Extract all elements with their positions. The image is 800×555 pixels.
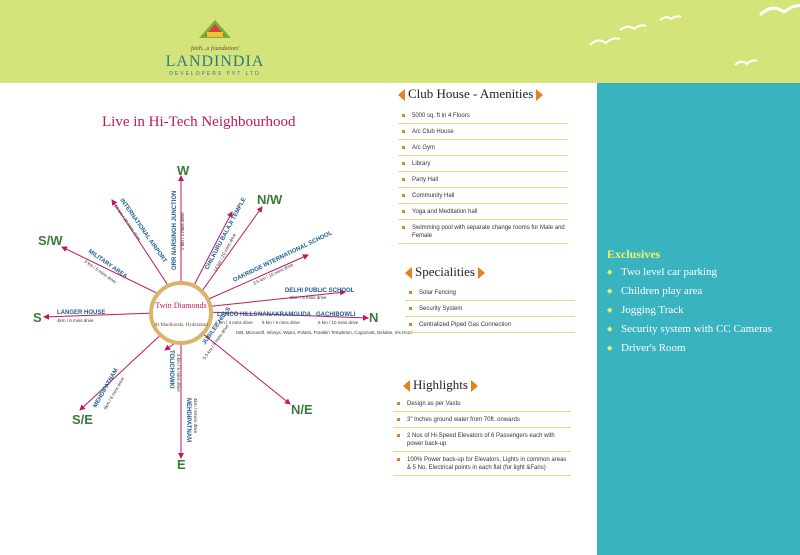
- dir-e: E: [177, 457, 186, 472]
- arrow-right-icon: [536, 89, 544, 102]
- specialities-list: Solar Fencing Security System Centralize…: [405, 285, 575, 333]
- dist-mehdipatnam-e: 4km / 6mins drive: [193, 398, 198, 434]
- arrow-left-icon: [398, 89, 405, 102]
- arrow-right-icon: [470, 380, 478, 393]
- exclusives-panel: [597, 83, 800, 555]
- list-item: Library: [398, 156, 568, 172]
- list-item: A/c Club House: [398, 124, 568, 140]
- center-ring: [149, 281, 213, 345]
- list-item: Security System: [405, 301, 575, 317]
- logo-tagline: faith...a foundation!: [191, 46, 239, 52]
- dir-sw: S/W: [38, 233, 63, 248]
- place-nanakramguda: NANAKRAMGUDA: [258, 312, 312, 318]
- list-item: Two level car parking: [607, 266, 791, 279]
- list-item: Party Hall: [398, 172, 568, 188]
- list-item: 3" Inches ground water from 70ft. onward…: [393, 412, 571, 428]
- place-mehdipatnam-e: MEHDIPATNAM: [185, 398, 191, 442]
- arrow-left-icon: [403, 380, 410, 393]
- list-item: Jogging Track: [607, 304, 791, 317]
- list-item: Security system with CC Cameras: [607, 323, 791, 336]
- list-item: 2 Nos of Hi-Speed Elevators of 6 Passeng…: [393, 428, 571, 452]
- arrow-right-icon: [477, 267, 485, 280]
- dir-w: W: [177, 163, 190, 178]
- ray-se: [79, 328, 168, 411]
- highlights-title: Highlights: [413, 377, 468, 392]
- place-orr: ORR: [172, 256, 178, 270]
- ray-sw: [61, 246, 168, 299]
- list-item: Centralized Piped Gas Connection: [405, 317, 575, 333]
- dist-tolichowki: 3 km / 5 mins drive: [176, 354, 181, 392]
- top-banner: [0, 0, 800, 83]
- place-tolichowki: TOLICHOWKI: [168, 350, 174, 389]
- place-gachibowli: GACHIBOWLI: [316, 312, 356, 318]
- place-dps: DELHI PUBLIC SCHOOL: [285, 288, 355, 294]
- list-item: Design as per Vastu: [393, 396, 571, 412]
- center-name: Twin Diamonds: [155, 301, 206, 310]
- highlights-list: Design as per Vastu 3" Inches ground wat…: [393, 396, 571, 476]
- dir-n: N: [369, 310, 378, 325]
- ray-s: [43, 312, 158, 320]
- company-logo: faith...a foundation! LANDINDIA DEVELOPE…: [160, 18, 270, 77]
- exclusives-list: Two level car parking Children play area…: [607, 266, 791, 361]
- logo-subtitle: DEVELOPERS PVT LTD: [169, 71, 261, 77]
- exclusives-title: Exclusives: [607, 247, 661, 261]
- page-title: Live in Hi-Tech Neighbourhood: [102, 114, 296, 130]
- dir-ne: N/E: [291, 402, 313, 417]
- list-item: Solar Fencing: [405, 285, 575, 301]
- dist-lanco: 1 km / 3 mins drive: [215, 320, 253, 325]
- dist-langer: 4km / 6 mins drive: [57, 318, 94, 323]
- ray-dps: [203, 289, 346, 308]
- dir-s: S: [33, 310, 42, 325]
- place-narsingh: NARSINGH JUNCTION: [172, 191, 178, 255]
- dir-se: S/E: [72, 412, 93, 427]
- dist-dps: 2km / 5 mins drive: [290, 295, 327, 300]
- ray-n: [204, 311, 369, 321]
- center-subtitle: At Manikonda, Hyderabad: [154, 323, 208, 328]
- logo-name: LANDINDIA: [165, 53, 265, 70]
- specialities-title: Specialities: [415, 264, 475, 279]
- list-item: A/c Gym: [398, 140, 568, 156]
- list-item: Children play area: [607, 285, 791, 298]
- place-companies: ISB, Microsoft, Infosys, Wipro, Polaris,…: [236, 330, 412, 335]
- dist-narsingh: 2 km / 3 mins drive: [180, 212, 185, 250]
- place-langer: LANGER HOUSE: [57, 310, 105, 316]
- list-item: Yoga and Meditation hall: [398, 204, 568, 220]
- ray-airport: [111, 199, 174, 294]
- ray-ne: [196, 328, 291, 405]
- place-oakridge: OAKRIDGE INTERNATIONAL SCHOOL: [232, 230, 334, 284]
- clubhouse-list: 5000 sq. ft in 4 Floors A/c Club House A…: [398, 108, 568, 244]
- place-airport: INTERNATIONAL AIRPORT: [118, 198, 167, 265]
- place-chilkur: CHILKURU BALAJI TEMPLE: [204, 197, 247, 271]
- arrow-left-icon: [405, 267, 412, 280]
- specialities-heading: Specialities: [405, 264, 485, 280]
- dist-gachibowli: 6 km / 10 mins drive: [318, 320, 359, 325]
- ray-nw: [196, 206, 263, 299]
- list-item: 100% Power back-up for Elevators, Lights…: [393, 452, 571, 476]
- list-item: Swimming pool with separate change rooms…: [398, 220, 568, 244]
- place-lanco: LANCO HILLS: [217, 312, 257, 318]
- clubhouse-title: Club House - Amenities: [408, 86, 534, 101]
- clubhouse-heading: Club House - Amenities: [398, 86, 544, 102]
- highlights-heading: Highlights: [403, 377, 478, 393]
- birds-decoration: [589, 4, 800, 66]
- ray-chilkur: [189, 211, 233, 294]
- dist-nanakramguda: 5 km / 8 mins drive: [262, 320, 300, 325]
- list-item: 5000 sq. ft in 4 Floors: [398, 108, 568, 124]
- logo-icon: [199, 20, 231, 38]
- list-item: Community Hall: [398, 188, 568, 204]
- location-diagram: Twin Diamonds At Manikonda, Hyderabad W …: [33, 163, 412, 472]
- list-item: Driver's Room: [607, 342, 791, 355]
- dir-nw: N/W: [257, 192, 283, 207]
- ray-oakridge: [201, 254, 309, 303]
